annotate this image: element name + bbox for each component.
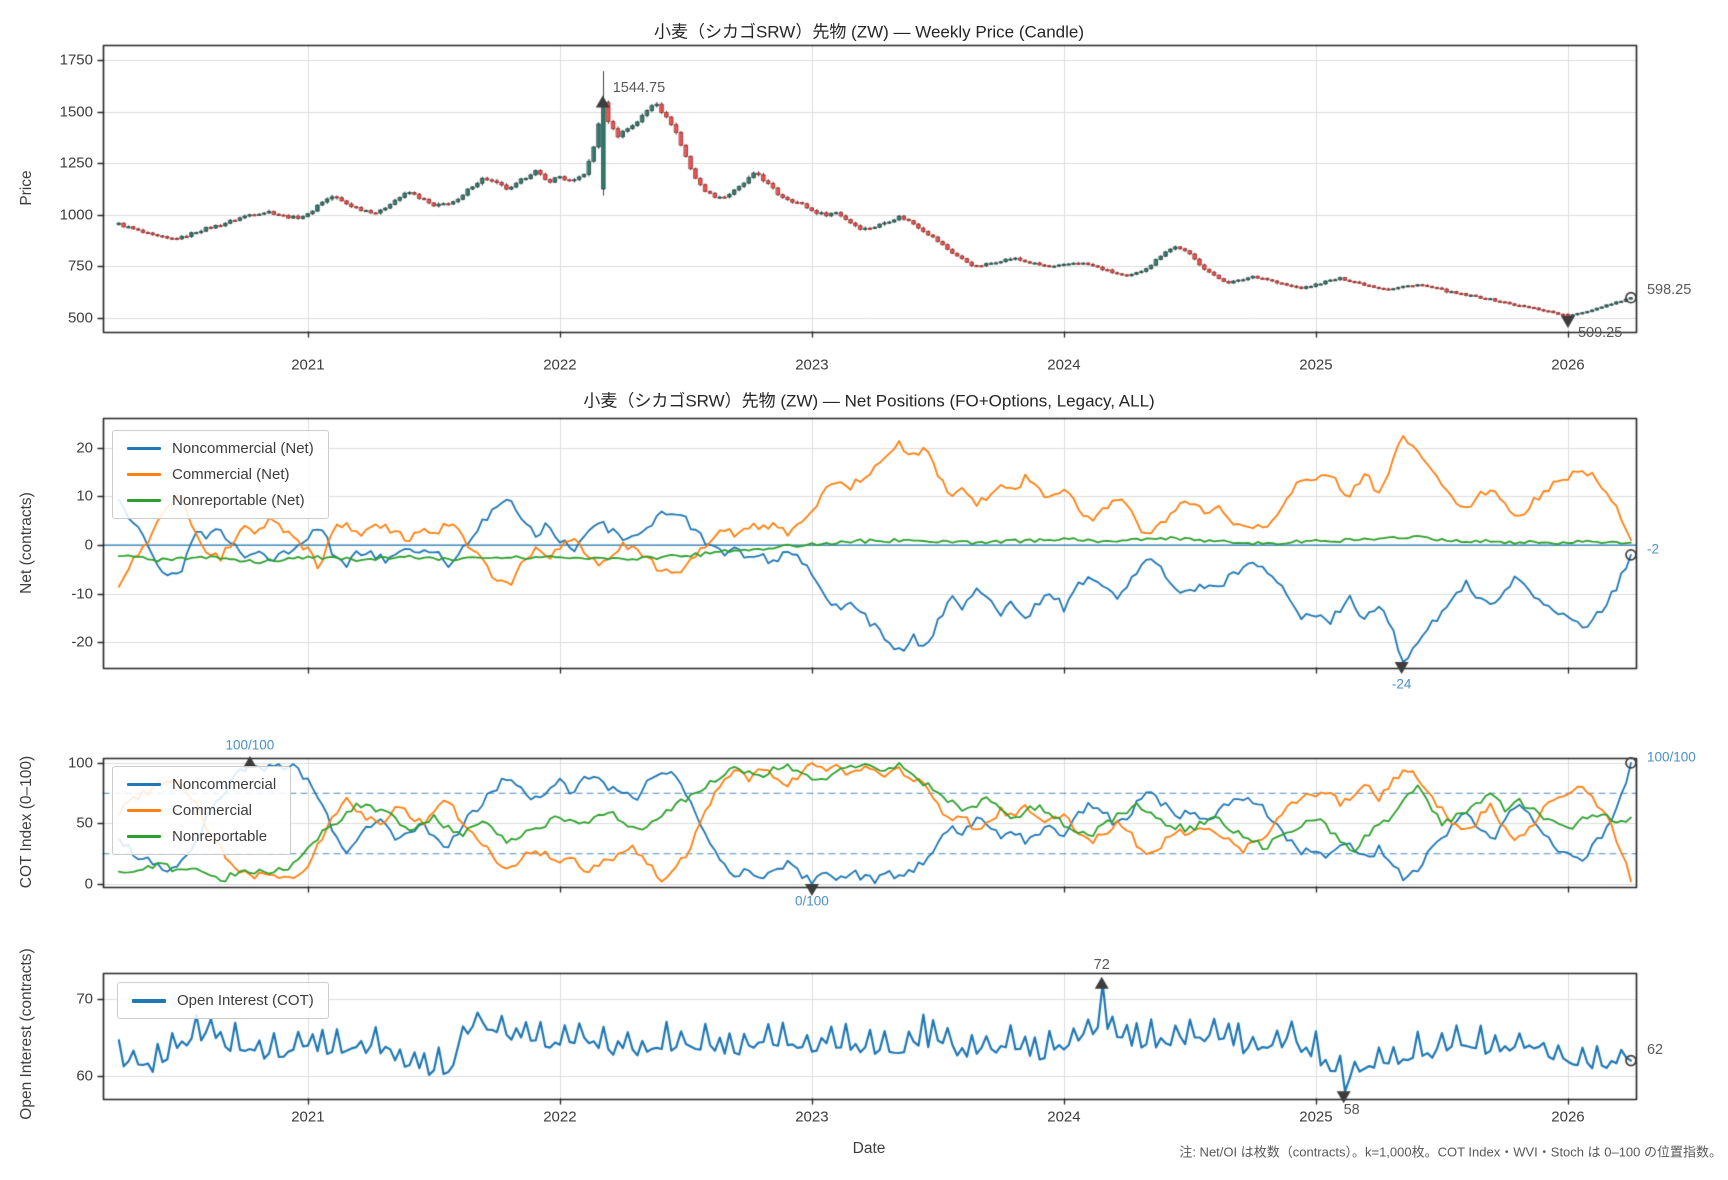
annotation-58: 58 (1343, 1102, 1360, 1119)
legend-line-swatch (127, 499, 161, 502)
annotation--24: -24 (1391, 676, 1412, 692)
y-tick-label-price: 500 (67, 309, 93, 327)
y-tick-label-cot: 100 (67, 754, 93, 772)
price-y-axis-label: Price (18, 170, 35, 206)
annotation-100-100: 100/100 (1646, 749, 1696, 765)
x-tick-label-oi: 2021 (291, 1108, 325, 1126)
legend-line-swatch (127, 835, 161, 838)
y-tick-label-net: -10 (71, 585, 93, 603)
legend-line-swatch (127, 809, 161, 812)
y-tick-label-price: 1000 (59, 206, 93, 224)
x-tick-label-oi: 2025 (1299, 1108, 1333, 1126)
legend-label: Commercial (172, 802, 253, 819)
x-tick-label-oi: 2024 (1047, 1108, 1081, 1126)
y-tick-label-net: 0 (84, 536, 93, 554)
y-tick-label-price: 1500 (59, 103, 93, 121)
y-tick-label-cot: 0 (84, 875, 93, 893)
legend-item: Nonreportable (Net) (127, 492, 314, 509)
y-tick-label-price: 1250 (59, 154, 93, 172)
legend-label: Noncommercial (Net) (172, 440, 314, 457)
net-panel-title: 小麦（シカゴSRW）先物 (ZW) — Net Positions (FO+Op… (583, 391, 1155, 411)
x-tick-label-oi: 2022 (543, 1108, 577, 1126)
y-tick-label-cot: 50 (76, 814, 93, 832)
legend-line-swatch (132, 998, 166, 1003)
net-y-axis-label: Net (contracts) (18, 492, 35, 594)
legend-item: Noncommercial (Net) (127, 440, 314, 457)
y-tick-label-oi: 70 (76, 990, 93, 1008)
legend-panel-cot: Noncommercial Commercial Nonreportable (112, 766, 292, 855)
y-tick-label-oi: 60 (76, 1067, 93, 1085)
legend-item: Noncommercial (127, 776, 276, 793)
y-tick-label-net: 20 (76, 439, 93, 457)
x-tick-label-oi: 2026 (1551, 1108, 1585, 1126)
y-tick-label-net: -20 (71, 633, 93, 651)
x-tick-label-price: 2021 (291, 356, 325, 374)
x-tick-label-oi: 2023 (795, 1108, 829, 1126)
annotation-598-25: 598.25 (1646, 281, 1692, 298)
legend-item: Commercial (127, 802, 276, 819)
annotation-62: 62 (1646, 1041, 1664, 1058)
footnote: 注: Net/OI は枚数（contracts）。k=1,000枚。COT In… (1179, 1144, 1722, 1160)
legend-item: Open Interest (COT) (132, 992, 314, 1009)
legend-label: Noncommercial (172, 776, 277, 793)
x-axis-label-date: Date (852, 1140, 886, 1157)
cot-y-axis-label: COT Index (0–100) (18, 755, 35, 889)
legend-item: Commercial (Net) (127, 466, 314, 483)
legend-label: Commercial (Net) (172, 466, 290, 483)
annotation-72: 72 (1093, 956, 1110, 973)
y-tick-label-price: 1750 (59, 51, 93, 69)
y-tick-label-price: 750 (67, 257, 93, 275)
legend-item: Nonreportable (127, 828, 276, 845)
y-tick-label-net: 10 (76, 487, 93, 505)
x-tick-label-price: 2026 (1551, 356, 1585, 374)
x-tick-label-price: 2022 (543, 356, 577, 374)
price-panel-title: 小麦（シカゴSRW）先物 (ZW) — Weekly Price (Candle… (653, 22, 1085, 42)
oi-y-axis-label: Open Interest (contracts) (18, 948, 35, 1120)
annotation-0-100: 0/100 (795, 893, 829, 909)
x-tick-label-price: 2023 (795, 356, 829, 374)
legend-label: Open Interest (COT) (177, 992, 314, 1009)
x-tick-label-price: 2025 (1299, 356, 1333, 374)
legend-panel-net: Noncommercial (Net) Commercial (Net) Nonre… (112, 430, 329, 519)
legend-line-swatch (127, 473, 161, 476)
legend-label: Nonreportable (Net) (172, 492, 305, 509)
x-tick-label-price: 2024 (1047, 356, 1081, 374)
legend-line-swatch (127, 783, 161, 786)
legend-panel-oi: Open Interest (COT) (117, 982, 329, 1019)
annotation-509-25: 509.25 (1577, 325, 1623, 342)
legend-label: Nonreportable (172, 828, 268, 845)
annotation-100-100: 100/100 (225, 737, 275, 753)
annotation--2: -2 (1646, 541, 1659, 557)
legend-line-swatch (127, 447, 161, 450)
annotation-1544-75: 1544.75 (612, 80, 666, 97)
